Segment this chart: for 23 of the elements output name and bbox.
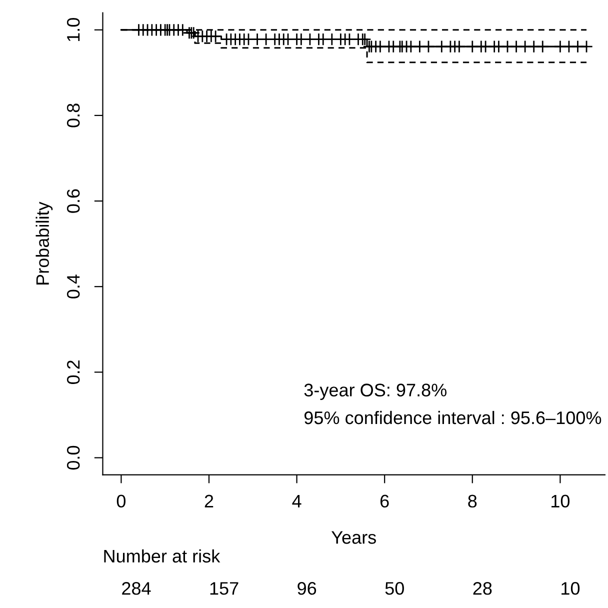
text: 157 bbox=[210, 582, 238, 595]
text: Number at risk bbox=[104, 549, 220, 563]
y-tick-label: 0.8 bbox=[66, 104, 80, 128]
annotation: 3-year OS: 97.8% bbox=[304, 384, 447, 400]
y-tick-label: 0.6 bbox=[66, 189, 80, 213]
text: 28 bbox=[473, 582, 492, 595]
y-tick-label: 0.4 bbox=[66, 274, 80, 298]
y-tick-label: 0.2 bbox=[66, 360, 80, 384]
text: 96 bbox=[298, 582, 316, 595]
y-tick-label: 1.0 bbox=[66, 18, 80, 42]
x-tick-label: 10 bbox=[552, 494, 570, 508]
text: 50 bbox=[385, 582, 404, 595]
x-tick-label: 4 bbox=[292, 494, 302, 508]
x-tick-label: 8 bbox=[468, 494, 477, 508]
y-axis-title: Probability bbox=[36, 202, 53, 284]
text: 10 bbox=[562, 582, 580, 595]
annotation: 95% confidence interval : 95.6–100% bbox=[304, 410, 602, 424]
x-axis-title: Years bbox=[331, 531, 376, 544]
y-tick-label: 0.0 bbox=[66, 446, 80, 470]
x-tick-label: 6 bbox=[380, 494, 389, 508]
x-tick-label: 2 bbox=[204, 494, 214, 508]
text: 284 bbox=[122, 582, 151, 595]
x-tick-label: 0 bbox=[116, 494, 126, 508]
